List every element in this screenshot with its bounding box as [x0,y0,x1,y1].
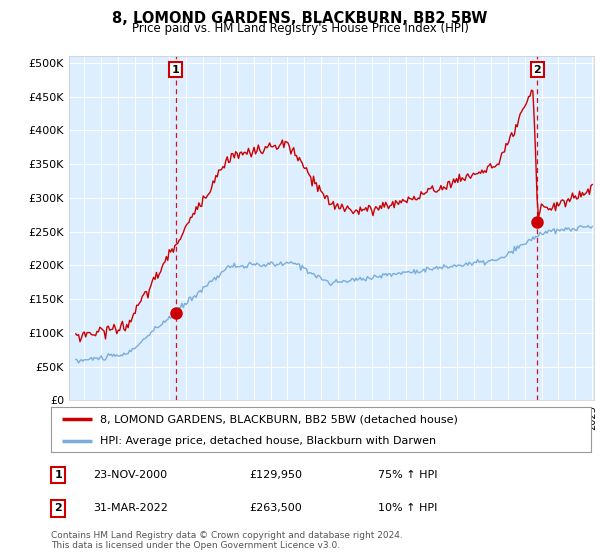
Text: 10% ↑ HPI: 10% ↑ HPI [378,503,437,514]
Text: 2: 2 [533,64,541,74]
Text: 1: 1 [172,64,179,74]
Text: £129,950: £129,950 [249,470,302,480]
Text: 1: 1 [55,470,62,480]
Text: 23-NOV-2000: 23-NOV-2000 [93,470,167,480]
Text: 8, LOMOND GARDENS, BLACKBURN, BB2 5BW (detached house): 8, LOMOND GARDENS, BLACKBURN, BB2 5BW (d… [100,414,457,424]
Text: 31-MAR-2022: 31-MAR-2022 [93,503,168,514]
Text: 75% ↑ HPI: 75% ↑ HPI [378,470,437,480]
Text: HPI: Average price, detached house, Blackburn with Darwen: HPI: Average price, detached house, Blac… [100,436,436,446]
Text: 2: 2 [55,503,62,514]
Text: £263,500: £263,500 [249,503,302,514]
Text: 8, LOMOND GARDENS, BLACKBURN, BB2 5BW: 8, LOMOND GARDENS, BLACKBURN, BB2 5BW [112,11,488,26]
Text: Contains HM Land Registry data © Crown copyright and database right 2024.
This d: Contains HM Land Registry data © Crown c… [51,531,403,550]
Text: Price paid vs. HM Land Registry's House Price Index (HPI): Price paid vs. HM Land Registry's House … [131,22,469,35]
